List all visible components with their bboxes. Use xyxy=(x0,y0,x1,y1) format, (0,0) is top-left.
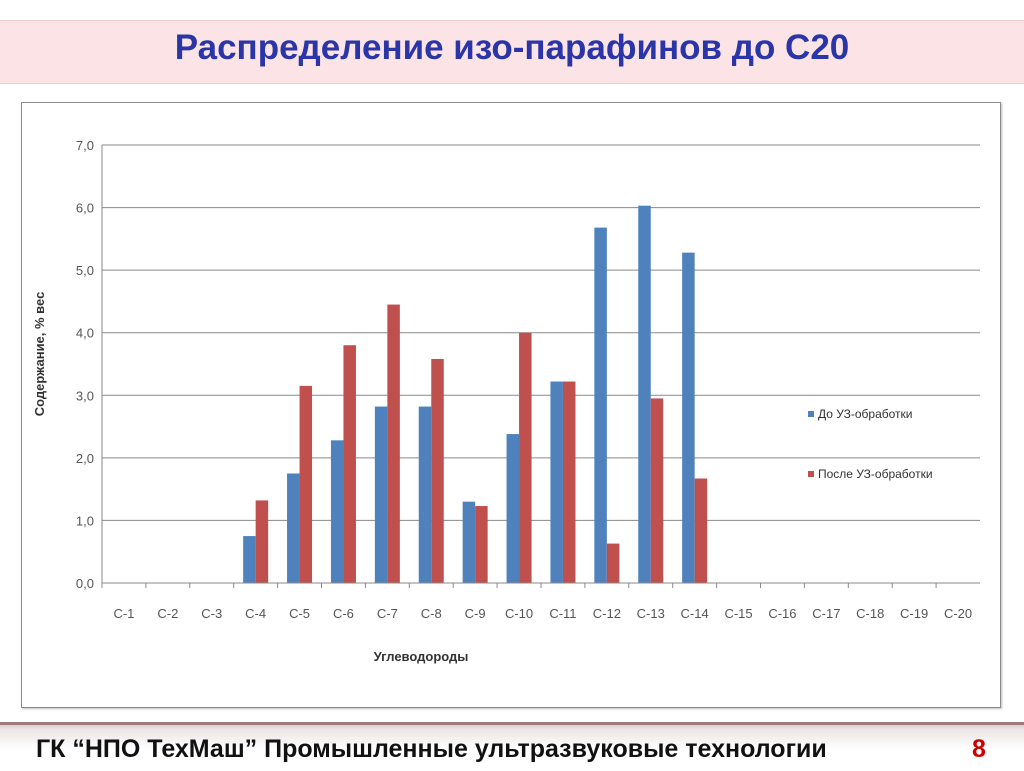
bar-after-treatment xyxy=(606,543,620,583)
y-tick-labels: 0,0 1,0 2,0 3,0 4,0 5,0 6,0 7,0 xyxy=(76,138,94,591)
x-tick-label: C-14 xyxy=(681,606,709,621)
bar-after-treatment xyxy=(519,332,532,583)
bar-before-treatment xyxy=(462,501,476,583)
y-tick-label: 0,0 xyxy=(76,576,94,591)
bar-after-treatment xyxy=(343,345,356,583)
bar-before-treatment xyxy=(330,440,344,583)
bars xyxy=(243,205,708,583)
x-tick-label: C-13 xyxy=(637,606,665,621)
x-axis-title: Углеводороды xyxy=(374,649,469,664)
x-tick-label: C-19 xyxy=(900,606,928,621)
bar-after-treatment xyxy=(475,506,488,583)
y-tick-label: 4,0 xyxy=(76,326,94,341)
legend-swatch xyxy=(808,411,814,417)
bar-before-treatment xyxy=(287,473,300,583)
x-tick-label: C-2 xyxy=(157,606,178,621)
x-tick-label: C-8 xyxy=(421,606,442,621)
x-tick-label: C-10 xyxy=(505,606,533,621)
y-axis-title: Содержание, % вес xyxy=(32,292,47,417)
x-tick-label: C-5 xyxy=(289,606,310,621)
title-band xyxy=(0,20,1024,84)
axes xyxy=(101,145,980,588)
page-number: 8 xyxy=(972,735,986,763)
bar-after-treatment xyxy=(562,381,576,583)
bar-chart: 0,0 1,0 2,0 3,0 4,0 5,0 6,0 7,0 C-1 C-2 C-3 C-4 C-5… xyxy=(32,138,980,664)
legend-swatch xyxy=(808,471,814,477)
y-tick-label: 3,0 xyxy=(76,388,94,403)
x-tick-label: C-3 xyxy=(201,606,222,621)
y-tick-label: 2,0 xyxy=(76,451,94,466)
bar-before-treatment xyxy=(594,227,607,583)
bar-before-treatment xyxy=(418,406,432,583)
x-tick-label: C-15 xyxy=(724,606,752,621)
bar-after-treatment xyxy=(694,478,708,583)
bar-after-treatment xyxy=(650,398,664,583)
bar-before-treatment xyxy=(682,252,695,583)
x-tick-label: C-1 xyxy=(113,606,134,621)
x-tick-label: C-6 xyxy=(333,606,354,621)
x-tick-label: C-18 xyxy=(856,606,884,621)
legend: До УЗ-обработки После УЗ-обработки xyxy=(808,407,933,481)
x-tick-label: C-9 xyxy=(465,606,486,621)
x-tick-label: C-12 xyxy=(593,606,621,621)
bar-before-treatment xyxy=(243,536,256,583)
x-tick-label: C-17 xyxy=(812,606,840,621)
legend-label: До УЗ-обработки xyxy=(818,407,913,421)
footer-text: ГК “НПО ТехМаш” Промышленные ультразвуко… xyxy=(36,735,827,763)
bar-after-treatment xyxy=(431,358,444,583)
bar-before-treatment xyxy=(374,406,388,583)
bar-after-treatment xyxy=(255,500,269,583)
bar-after-treatment xyxy=(299,385,313,583)
legend-label: После УЗ-обработки xyxy=(818,467,933,481)
chart-frame: 0,0 1,0 2,0 3,0 4,0 5,0 6,0 7,0 C-1 C-2 C-3 C-4 C-5… xyxy=(21,102,1001,708)
bar-before-treatment xyxy=(638,205,651,583)
y-tick-label: 1,0 xyxy=(76,513,94,528)
x-tick-label: C-7 xyxy=(377,606,398,621)
y-tick-label: 5,0 xyxy=(76,263,94,278)
bar-before-treatment xyxy=(550,381,563,583)
x-tick-label: C-20 xyxy=(944,606,972,621)
x-tick-label: C-11 xyxy=(549,606,576,621)
y-tick-label: 6,0 xyxy=(76,201,94,216)
y-tick-label: 7,0 xyxy=(76,138,94,153)
x-tick-label: C-16 xyxy=(768,606,796,621)
footer-bar xyxy=(0,722,1024,771)
slide-title: Распределение изо-парафинов до С20 xyxy=(174,28,850,67)
bar-after-treatment xyxy=(387,304,400,583)
gridlines xyxy=(102,144,980,584)
bar-before-treatment xyxy=(506,434,520,583)
x-tick-label: C-4 xyxy=(245,606,266,621)
x-tick-labels: C-1 C-2 C-3 C-4 C-5 C-6 C-7 C-8 C-9 C-10 C-11 C-12 C… xyxy=(113,606,972,621)
